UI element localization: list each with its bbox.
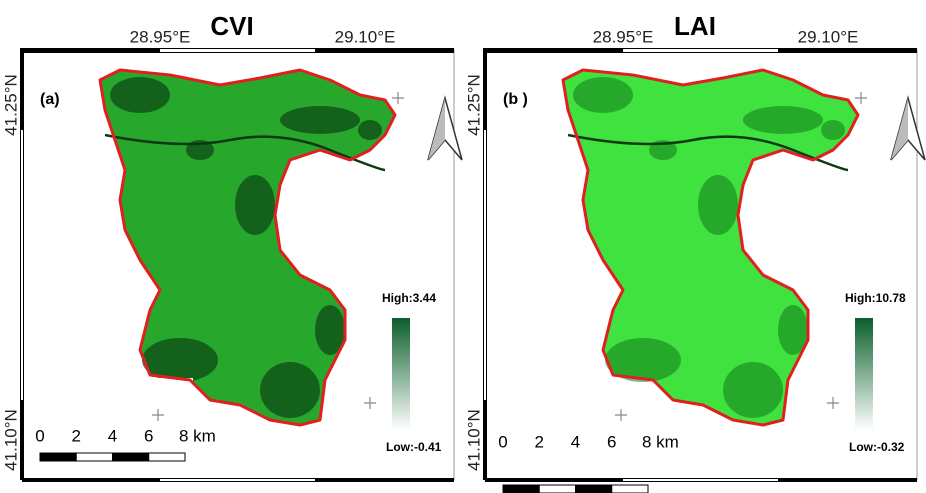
panel-title: CVI xyxy=(210,11,253,41)
scale-label: 0 xyxy=(498,432,507,451)
legend-high: High:10.78 xyxy=(845,291,906,305)
vegetation-patch xyxy=(358,120,382,140)
grid-cross xyxy=(152,409,164,421)
frame-left-white xyxy=(21,130,23,400)
legend-high: High:3.44 xyxy=(382,291,436,305)
frame-top-white xyxy=(623,49,778,52)
lon-label: 28.95°E xyxy=(593,27,654,46)
scale-label: 2 xyxy=(535,432,544,451)
scale-label: 4 xyxy=(108,426,117,445)
grid-cross xyxy=(364,397,376,409)
scale-label: 0 xyxy=(35,426,44,445)
vegetation-patch xyxy=(723,362,783,418)
grid-cross xyxy=(855,92,867,104)
scale-segment xyxy=(539,485,575,493)
scale-label: 8 km xyxy=(179,426,216,445)
frame-left-white xyxy=(484,130,486,400)
vegetation-patch xyxy=(110,77,170,113)
panel-label: (b ) xyxy=(503,91,528,108)
scale-segment xyxy=(612,485,648,493)
lat-label: 41.10°N xyxy=(1,409,20,471)
lat-label: 41.10°N xyxy=(464,409,483,471)
lon-label: 28.95°E xyxy=(130,27,191,46)
legend-low: Low:-0.32 xyxy=(849,440,905,454)
lon-label: 29.10°E xyxy=(335,27,396,46)
vegetation-patch xyxy=(821,120,845,140)
scale-label: 8 km xyxy=(642,432,679,451)
vegetation-patch xyxy=(573,77,633,113)
frame-bottom-white xyxy=(623,479,778,481)
vegetation-patch xyxy=(743,106,823,134)
scale-label: 6 xyxy=(607,432,616,451)
vegetation-patch xyxy=(280,106,360,134)
figure: CVI 28.95°E 29.10°E 41.25°N 41.10°N (a) High:3… xyxy=(0,0,926,493)
map-panel: LAI 28.95°E 29.10°E 41.25°N 41.10°N (b ) High:… xyxy=(464,11,925,493)
grid-cross xyxy=(392,92,404,104)
scale-segment xyxy=(40,453,76,461)
scale-segment xyxy=(503,485,539,493)
grid-cross xyxy=(615,409,627,421)
panel-title: LAI xyxy=(674,11,716,41)
vegetation-patch xyxy=(698,175,738,235)
scale-segment xyxy=(113,453,149,461)
scale-segment xyxy=(76,453,112,461)
nodata xyxy=(143,378,193,406)
vegetation-patch xyxy=(235,175,275,235)
grid-cross xyxy=(827,397,839,409)
lat-label: 41.25°N xyxy=(464,74,483,136)
scale-segment xyxy=(576,485,612,493)
scale-label: 2 xyxy=(72,426,81,445)
frame-top-white xyxy=(160,49,315,52)
map-panel: CVI 28.95°E 29.10°E 41.25°N 41.10°N (a) High:3… xyxy=(1,11,462,482)
legend-low: Low:-0.41 xyxy=(386,440,442,454)
panel-label: (a) xyxy=(40,91,60,108)
vegetation-patch xyxy=(260,362,320,418)
legend-bar xyxy=(392,318,410,430)
scale-segment xyxy=(149,453,185,461)
lat-label: 41.25°N xyxy=(1,74,20,136)
scale-label: 6 xyxy=(144,426,153,445)
lon-label: 29.10°E xyxy=(798,27,859,46)
frame-bottom-white xyxy=(160,479,315,481)
scale-label: 4 xyxy=(571,432,580,451)
legend-bar xyxy=(855,318,873,430)
